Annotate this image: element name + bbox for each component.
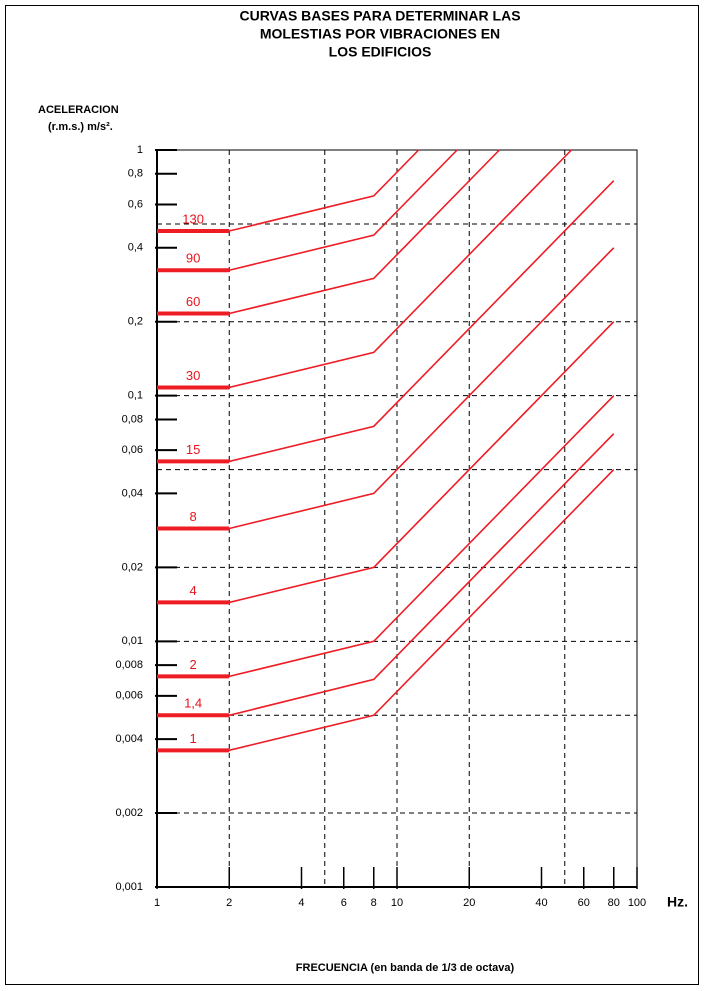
y-axis-label: (r.m.s.) m/s². xyxy=(48,121,113,133)
chart-title: CURVAS BASES PARA DETERMINAR LAS xyxy=(239,8,520,24)
frame xyxy=(5,5,699,985)
y-axis-label: ACELERACION xyxy=(38,104,119,116)
x-tick-label: 20 xyxy=(463,897,475,909)
curve xyxy=(157,149,572,389)
x-tick-label: 60 xyxy=(578,897,590,909)
curve xyxy=(157,433,615,717)
x-tick-label: 40 xyxy=(535,897,547,909)
y-tick-label: 0,008 xyxy=(115,659,143,671)
curve-label: 4 xyxy=(190,583,197,598)
y-tick-label: 0,002 xyxy=(115,807,143,819)
chart-title: LOS EDIFICIOS xyxy=(329,44,432,60)
y-tick-label: 0,004 xyxy=(115,733,143,745)
y-tick-label: 0,006 xyxy=(115,690,143,702)
chart-title: MOLESTIAS POR VIBRACIONES EN xyxy=(260,26,500,42)
curve-label: 90 xyxy=(186,251,200,266)
x-tick-label: 10 xyxy=(391,897,403,909)
y-tick-label: 0,001 xyxy=(115,881,143,893)
curve xyxy=(157,395,615,678)
y-tick-label: 0,02 xyxy=(122,561,143,573)
x-tick-label: 80 xyxy=(608,897,620,909)
curve-label: 1 xyxy=(190,731,197,746)
x-tick-label: 4 xyxy=(298,897,304,909)
y-tick-label: 0,04 xyxy=(122,487,143,499)
curve xyxy=(157,247,615,530)
curve xyxy=(157,180,615,463)
curve xyxy=(157,149,500,315)
x-tick-label: 1 xyxy=(154,897,160,909)
y-tick-label: 0,06 xyxy=(122,444,143,456)
x-tick-label: 8 xyxy=(371,897,377,909)
curve-label: 60 xyxy=(186,294,200,309)
y-tick-label: 0,8 xyxy=(128,168,143,180)
curve-label: 1,4 xyxy=(184,696,202,711)
x-tick-label: 2 xyxy=(226,897,232,909)
y-tick-label: 1 xyxy=(137,144,143,156)
x-tick-label: 6 xyxy=(341,897,347,909)
curve-label: 30 xyxy=(186,368,200,383)
x-axis-label: FRECUENCIA (en banda de 1/3 de octava) xyxy=(296,962,515,974)
curve-label: 2 xyxy=(190,657,197,672)
y-tick-label: 0,2 xyxy=(128,316,143,328)
x-axis-unit: Hz. xyxy=(667,894,688,910)
y-tick-label: 0,08 xyxy=(122,413,143,425)
x-tick-label: 100 xyxy=(628,897,646,909)
curve-label: 130 xyxy=(182,211,204,226)
curve-label: 8 xyxy=(190,509,197,524)
y-tick-label: 0,4 xyxy=(128,242,143,254)
curve xyxy=(157,469,615,752)
curve xyxy=(157,321,615,604)
curve xyxy=(157,149,420,232)
y-tick-label: 0,1 xyxy=(128,390,143,402)
curve xyxy=(157,149,458,272)
y-tick-label: 0,6 xyxy=(128,198,143,210)
curve-label: 15 xyxy=(186,442,200,457)
y-tick-label: 0,01 xyxy=(122,635,143,647)
